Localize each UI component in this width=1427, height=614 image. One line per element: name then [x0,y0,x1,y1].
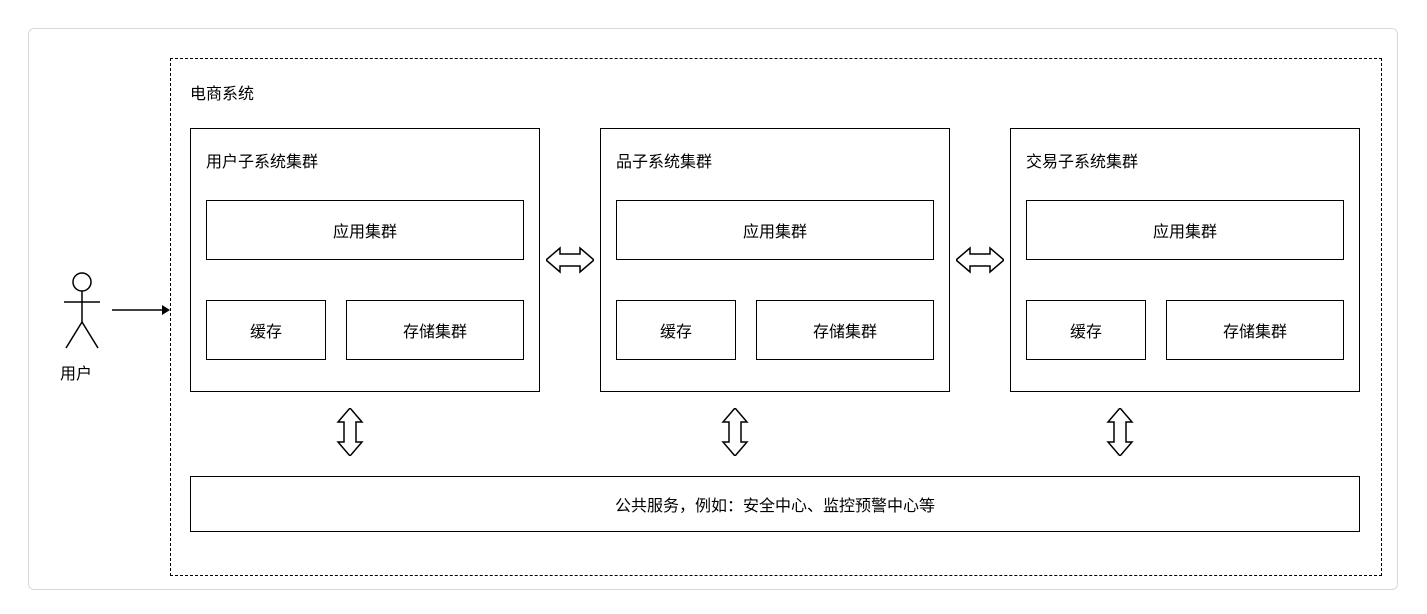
cluster-transaction-cache-label: 缓存 [1070,318,1102,342]
cluster-transaction-app-label: 应用集群 [1153,218,1217,242]
cluster-user-cache-label: 缓存 [250,318,282,342]
cluster-user-store: 存储集群 [346,300,524,360]
cluster-user-title: 用户子系统集群 [206,148,318,172]
cluster-user-cache: 缓存 [206,300,326,360]
cluster-user-app: 应用集群 [206,200,524,260]
cluster-user-store-label: 存储集群 [403,318,467,342]
bidir-arrow-v-icon [1105,408,1135,456]
bidir-arrow-h-icon [956,245,1004,275]
system-title: 电商系统 [190,80,254,104]
actor-arrow [110,302,172,318]
cluster-user-app-label: 应用集群 [333,218,397,242]
public-service-box: 公共服务，例如：安全中心、监控预警中心等 [190,476,1360,532]
bidir-arrow-v-icon [720,408,750,456]
bidir-arrow-v-icon [335,408,365,456]
diagram-canvas: 电商系统 用户 用户子系统集群 应用集群 缓存 存储集群 品子系统集群 应用集群… [0,0,1427,614]
cluster-product-cache-label: 缓存 [660,318,692,342]
cluster-product-title: 品子系统集群 [616,148,712,172]
cluster-transaction-cache: 缓存 [1026,300,1146,360]
cluster-product-cache: 缓存 [616,300,736,360]
cluster-transaction-title: 交易子系统集群 [1026,148,1138,172]
cluster-transaction-app: 应用集群 [1026,200,1344,260]
cluster-transaction-store-label: 存储集群 [1223,318,1287,342]
cluster-product-app-label: 应用集群 [743,218,807,242]
bidir-arrow-h-icon [546,245,594,275]
cluster-transaction-store: 存储集群 [1166,300,1344,360]
actor-label: 用户 [60,360,92,384]
cluster-product-store: 存储集群 [756,300,934,360]
public-service-label: 公共服务，例如：安全中心、监控预警中心等 [615,492,935,516]
cluster-product-store-label: 存储集群 [813,318,877,342]
actor-icon [60,272,104,352]
cluster-product-app: 应用集群 [616,200,934,260]
